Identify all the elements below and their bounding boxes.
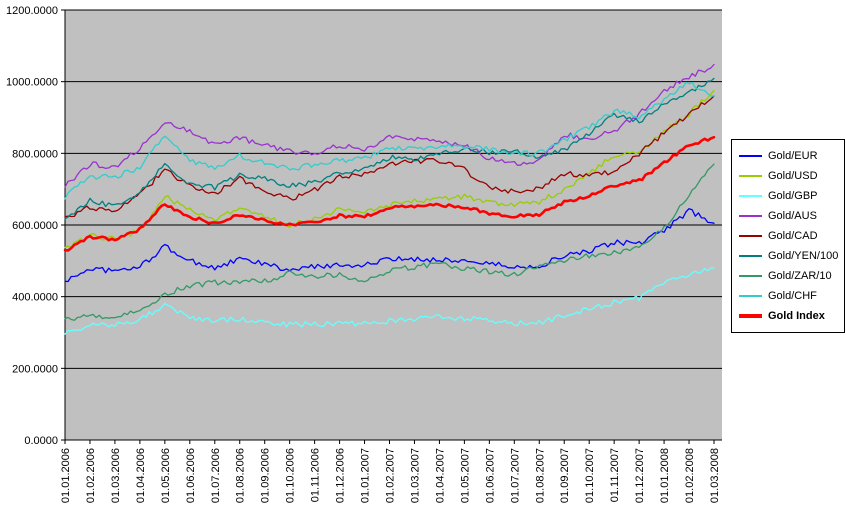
y-axis-label: 400.0000 [12, 292, 58, 304]
x-axis-label: 01.09.2007 [559, 448, 571, 503]
x-axis-label: 01.11.2007 [609, 448, 621, 502]
legend-item-gold-eur: Gold/EUR [739, 146, 841, 166]
x-axis-label: 01.07.2007 [509, 448, 521, 503]
x-axis-label: 01.10.2006 [285, 448, 297, 503]
legend-swatch-gold-eur [739, 155, 762, 157]
x-axis-label: 01.12.2006 [335, 448, 347, 503]
legend-label-gold-index: Gold Index [768, 309, 825, 322]
legend-label-gold-zar-10: Gold/ZAR/10 [768, 269, 832, 282]
x-axis-label: 01.08.2006 [235, 448, 247, 503]
y-axis-label: 800.0000 [12, 148, 58, 160]
x-axis-label: 01.01.2008 [659, 448, 671, 503]
legend-swatch-gold-index [739, 314, 762, 318]
legend-label-gold-usd: Gold/USD [768, 169, 818, 182]
series-line-gold-gbp [64, 267, 715, 335]
legend-label-gold-gbp: Gold/GBP [768, 189, 818, 202]
legend-item-gold-yen-100: Gold/YEN/100 [739, 246, 841, 266]
series-line-gold-yen-100 [64, 77, 715, 220]
series-line-gold-cad [64, 95, 715, 218]
legend: Gold/EUR Gold/USD Gold/GBP Gold/AUS Gold/CAD… [731, 139, 845, 333]
legend-swatch-gold-usd [739, 175, 762, 177]
y-axis-label: 1000.0000 [6, 77, 58, 89]
legend-swatch-gold-yen-100 [739, 255, 762, 257]
series-line-gold-eur [64, 208, 715, 283]
legend-item-gold-chf: Gold/CHF [739, 286, 841, 306]
x-axis-label: 01.10.2007 [584, 448, 596, 503]
x-axis-label: 01.07.2006 [210, 448, 222, 503]
series-line-gold-chf [64, 81, 715, 200]
legend-item-gold-gbp: Gold/GBP [739, 186, 841, 206]
x-axis-label: 01.01.2007 [360, 448, 372, 503]
x-axis-label: 01.02.2006 [85, 448, 97, 503]
y-axis-label: 600.0000 [12, 220, 58, 232]
x-axis-label: 01.04.2006 [135, 448, 147, 503]
series-line-gold-zar-10 [64, 163, 715, 321]
legend-swatch-gold-gbp [739, 195, 762, 197]
x-axis-label: 01.05.2006 [160, 448, 172, 503]
legend-item-gold-usd: Gold/USD [739, 166, 841, 186]
legend-item-gold-index: Gold Index [739, 306, 841, 326]
x-axis-label: 01.06.2007 [484, 448, 496, 503]
y-axis-label: 0.0000 [24, 435, 58, 447]
legend-item-gold-zar-10: Gold/ZAR/10 [739, 266, 841, 286]
x-axis-label: 01.01.2006 [60, 448, 72, 503]
legend-item-gold-cad: Gold/CAD [739, 226, 841, 246]
y-axis-label: 200.0000 [12, 363, 58, 375]
x-axis-label: 01.03.2006 [110, 448, 122, 503]
x-axis-label: 01.09.2006 [260, 448, 272, 503]
legend-item-gold-aus: Gold/AUS [739, 206, 841, 226]
legend-label-gold-chf: Gold/CHF [768, 289, 817, 302]
legend-swatch-gold-zar-10 [739, 275, 762, 277]
x-axis-label: 01.08.2007 [534, 448, 546, 503]
legend-label-gold-eur: Gold/EUR [768, 149, 818, 162]
legend-label-gold-aus: Gold/AUS [768, 209, 817, 222]
x-axis-label: 01.02.2008 [684, 448, 696, 503]
legend-swatch-gold-chf [739, 295, 762, 297]
x-axis-label: 01.12.2007 [634, 448, 646, 503]
y-axis-label: 1200.0000 [6, 5, 58, 17]
legend-swatch-gold-cad [739, 235, 762, 237]
x-axis-label: 01.11.2006 [310, 448, 322, 502]
x-axis-label: 01.04.2007 [434, 448, 446, 503]
x-axis-label: 01.05.2007 [459, 448, 471, 503]
x-axis-label: 01.03.2007 [409, 448, 421, 503]
series-line-gold-aus [64, 63, 715, 188]
x-axis-label: 01.02.2007 [385, 448, 397, 503]
x-axis-label: 01.06.2006 [185, 448, 197, 503]
x-axis-label: 01.03.2008 [709, 448, 721, 503]
legend-label-gold-cad: Gold/CAD [768, 229, 818, 242]
legend-label-gold-yen-100: Gold/YEN/100 [768, 249, 839, 262]
legend-swatch-gold-aus [739, 215, 762, 217]
series-line-gold-index [63, 135, 716, 252]
